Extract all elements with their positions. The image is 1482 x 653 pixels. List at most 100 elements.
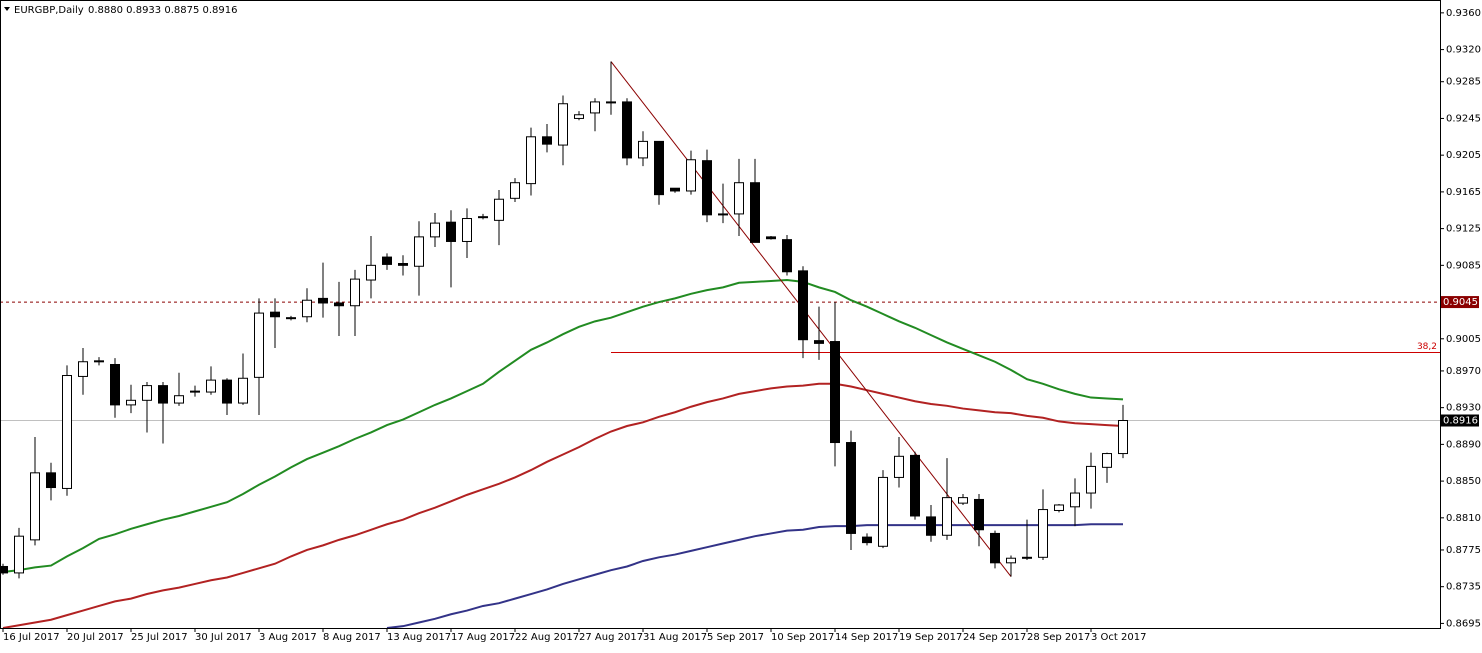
x-tick-label: 16 Jul 2017 xyxy=(3,632,60,643)
candle-body xyxy=(14,535,24,574)
candle-body xyxy=(430,222,440,238)
candle-body xyxy=(302,299,312,318)
candle-body xyxy=(702,160,712,216)
x-tick-label: 22 Aug 2017 xyxy=(515,632,579,643)
candle-body xyxy=(270,311,280,318)
menu-arrow[interactable] xyxy=(4,7,10,11)
y-tick-label: 0.9320 xyxy=(1446,45,1481,56)
candle-body xyxy=(318,297,328,304)
y-tick-label: 0.8850 xyxy=(1446,476,1481,487)
candle-body xyxy=(926,516,936,536)
candle-body xyxy=(622,101,632,159)
x-tick-label: 20 Jul 2017 xyxy=(67,632,124,643)
candle-body xyxy=(830,341,840,444)
candle-body xyxy=(798,270,808,341)
candle-body xyxy=(1118,420,1128,455)
candle-body xyxy=(654,140,664,196)
candle-body xyxy=(334,302,344,307)
y-tick-label: 0.8890 xyxy=(1446,439,1481,450)
candle-body xyxy=(1022,556,1032,559)
candle-body xyxy=(526,136,536,185)
candle-body xyxy=(110,363,120,406)
y-tick-label: 0.8775 xyxy=(1446,545,1481,556)
candle-body xyxy=(1070,492,1080,508)
x-tick-label: 31 Aug 2017 xyxy=(643,632,707,643)
x-tick-label: 24 Sep 2017 xyxy=(963,632,1026,643)
candle-body xyxy=(494,198,504,221)
x-tick-label: 8 Aug 2017 xyxy=(323,632,381,643)
x-tick-label: 28 Sep 2017 xyxy=(1027,632,1090,643)
y-tick-label: 0.9205 xyxy=(1446,150,1481,161)
candle-body xyxy=(766,236,776,240)
moving-average xyxy=(2,279,1124,573)
candle-body xyxy=(958,497,968,504)
candle-body xyxy=(1,565,8,574)
candle-body xyxy=(910,454,920,517)
candle-body xyxy=(814,340,824,344)
candle-body xyxy=(414,236,424,267)
plot-area xyxy=(1,61,1440,628)
plot-frame xyxy=(0,0,1441,629)
candle-body xyxy=(686,159,696,192)
x-tick-label: 10 Sep 2017 xyxy=(771,632,834,643)
y-tick-label: 0.8970 xyxy=(1446,366,1481,377)
y-tick-label: 0.9125 xyxy=(1446,224,1481,235)
y-tick-label: 0.9360 xyxy=(1446,8,1481,19)
header-values: 0.8880 0.8933 0.8875 0.8916 xyxy=(88,5,238,16)
candle-body xyxy=(158,385,168,404)
candle-body xyxy=(462,218,472,242)
x-tick-label: 3 Aug 2017 xyxy=(259,632,317,643)
candle-body xyxy=(1054,504,1064,511)
candle-body xyxy=(30,472,40,541)
candle-body xyxy=(542,136,552,145)
candle-body xyxy=(990,532,1000,564)
candle-body xyxy=(862,536,872,544)
candle-body xyxy=(222,379,232,404)
chart-title: EURGBP,Daily xyxy=(14,5,84,16)
candle-body xyxy=(94,360,104,363)
candle-body xyxy=(126,399,136,406)
candle-body xyxy=(286,317,296,320)
y-tick-label: 0.9285 xyxy=(1446,77,1481,88)
x-tick-label: 27 Aug 2017 xyxy=(579,632,643,643)
candle-body xyxy=(1038,509,1048,558)
level-label-box xyxy=(1441,296,1479,309)
candle-body xyxy=(590,101,600,114)
trend-line xyxy=(610,61,1012,577)
price-label: 0.8916 xyxy=(1443,416,1478,427)
moving-average xyxy=(2,382,1124,628)
candle-body xyxy=(78,361,88,377)
candle-body xyxy=(574,114,584,119)
candle-body xyxy=(670,187,680,192)
fib-label: 38,2 xyxy=(1417,342,1437,352)
x-tick-label: 19 Sep 2017 xyxy=(899,632,962,643)
moving-average xyxy=(386,523,1123,628)
y-tick-label: 0.9165 xyxy=(1446,187,1481,198)
candle-body xyxy=(894,455,904,478)
candle-body xyxy=(382,256,392,265)
candle-body xyxy=(174,395,184,404)
candle-body xyxy=(750,182,760,243)
candle-body xyxy=(846,442,856,534)
candle-body xyxy=(446,221,456,242)
y-tick-label: 0.9085 xyxy=(1446,260,1481,271)
y-tick-label: 0.8695 xyxy=(1446,618,1481,629)
y-tick-label: 0.8735 xyxy=(1446,582,1481,593)
x-tick-label: 17 Aug 2017 xyxy=(451,632,515,643)
candle-body xyxy=(1102,453,1112,468)
candle-body xyxy=(878,476,888,547)
candle-body xyxy=(62,375,72,489)
y-tick-label: 0.8930 xyxy=(1446,403,1481,414)
candle-body xyxy=(254,312,264,378)
candle-body xyxy=(782,239,792,273)
y-tick-label: 0.8810 xyxy=(1446,513,1481,524)
candle-body xyxy=(46,472,56,489)
candle-body xyxy=(142,385,152,401)
candle-body xyxy=(190,390,200,393)
candle-body xyxy=(350,278,360,307)
price-label-box xyxy=(1441,414,1479,427)
candle-body xyxy=(734,182,744,215)
candle-body xyxy=(366,264,376,281)
